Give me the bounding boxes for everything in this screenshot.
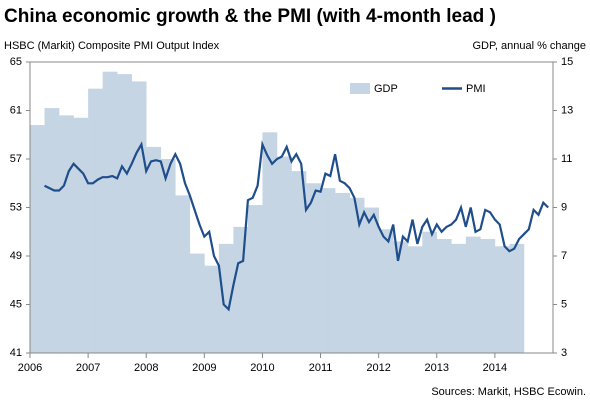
gdp-bar (451, 243, 467, 353)
gdp-bar (262, 132, 278, 353)
y-tick-label: 41 (10, 347, 22, 359)
gdp-bar (378, 229, 394, 353)
y2-tick-label: 15 (561, 56, 573, 68)
legend-label: PMI (466, 83, 486, 95)
gdp-bar (73, 117, 89, 354)
gdp-bar (436, 239, 452, 353)
x-tick-label: 2007 (76, 362, 100, 374)
gdp-bar (509, 243, 525, 353)
gdp-bar (131, 81, 147, 354)
y2-axis-label: GDP, annual % change (472, 40, 586, 52)
y-tick-label: 49 (10, 250, 22, 262)
x-tick-label: 2008 (134, 362, 158, 374)
gdp-bar (189, 253, 205, 353)
gdp-bar (30, 125, 45, 353)
y-tick-label: 53 (10, 201, 22, 213)
y2-tick-label: 9 (561, 201, 567, 213)
y2-tick-label: 5 (561, 298, 567, 310)
gdp-bar (117, 74, 132, 353)
chart-title: China economic growth & the PMI (with 4-… (4, 6, 496, 27)
gdp-bar (218, 243, 234, 353)
source: Sources: Markit, HSBC Ecowin. (431, 386, 586, 398)
y-tick-label: 45 (10, 298, 22, 310)
y2-tick-label: 7 (561, 250, 567, 262)
x-tick-label: 2010 (250, 362, 274, 374)
y2-tick-label: 13 (561, 104, 573, 116)
gdp-bar (320, 188, 336, 353)
gdp-bar (291, 171, 307, 353)
x-tick-label: 2012 (366, 362, 390, 374)
gdp-bar (88, 88, 103, 354)
gdp-bar (204, 265, 220, 353)
gdp-bar (160, 159, 176, 353)
gdp-bar (102, 71, 118, 353)
gdp-bar (276, 156, 292, 353)
x-tick-label: 2006 (18, 362, 42, 374)
y-tick-label: 65 (10, 56, 22, 68)
gdp-bar (59, 115, 74, 353)
x-tick-label: 2014 (483, 362, 507, 374)
x-tick-label: 2011 (309, 362, 333, 374)
gdp-bar (480, 239, 496, 353)
pmi-line (44, 140, 549, 312)
x-tick-label: 2009 (192, 362, 216, 374)
gdp-bar (407, 246, 423, 353)
gdp-bar (146, 146, 162, 353)
gdp-bar (349, 197, 365, 353)
y2-tick-label: 3 (561, 347, 567, 359)
gdp-bar (335, 192, 350, 353)
gdp-bar (175, 195, 191, 353)
y-tick-label: 57 (10, 153, 22, 165)
gdp-bar (465, 236, 481, 353)
gdp-bar (494, 246, 510, 353)
gdp-bar (364, 207, 379, 353)
gdp-bar (306, 183, 321, 353)
gdp-bar (422, 231, 438, 353)
gdp-bar (233, 226, 249, 353)
y-axis-label: HSBC (Markit) Composite PMI Output Index (4, 40, 220, 52)
gdp-bar (247, 205, 263, 353)
gdp-bar (44, 108, 60, 353)
y-tick-label: 61 (10, 104, 22, 116)
y2-tick-label: 11 (561, 153, 572, 165)
legend-swatch (350, 83, 370, 94)
x-tick-label: 2013 (425, 362, 449, 374)
legend-label: GDP (374, 83, 398, 95)
gdp-bar (393, 241, 409, 353)
